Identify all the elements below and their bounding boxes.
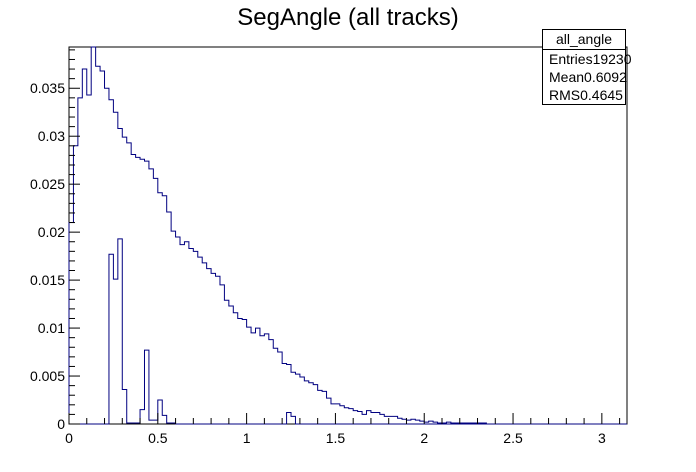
stats-rms-row: RMS 0.4645 bbox=[543, 86, 625, 104]
x-tick-label: 2.5 bbox=[503, 430, 523, 446]
stats-entries-value: 19230 bbox=[592, 51, 632, 67]
y-axis: 0 0.005 0.01 0.015 0.02 0.025 0.03 0.035 bbox=[30, 49, 80, 432]
x-tick-label: 2 bbox=[420, 430, 428, 446]
chart-title: SegAngle (all tracks) bbox=[237, 4, 459, 31]
stats-mean-label: Mean bbox=[549, 69, 585, 85]
stats-rms-label: RMS bbox=[549, 87, 581, 103]
x-tick-label: 0 bbox=[65, 430, 73, 446]
x-tick-label: 1.5 bbox=[326, 430, 346, 446]
y-tick-label: 0.005 bbox=[30, 368, 65, 384]
x-tick-label: 0.5 bbox=[148, 430, 168, 446]
y-tick-label: 0.025 bbox=[30, 176, 65, 192]
stats-entries-label: Entries bbox=[549, 51, 593, 67]
y-tick-label: 0 bbox=[57, 416, 65, 432]
stats-entries-row: Entries 19230 bbox=[543, 50, 632, 68]
y-tick-label: 0.02 bbox=[38, 224, 65, 240]
histogram-series-1 bbox=[68, 46, 627, 425]
stats-mean-row: Mean 0.6092 bbox=[543, 68, 627, 86]
y-tick-label: 0.035 bbox=[30, 80, 65, 96]
histogram-line-2 bbox=[69, 238, 620, 425]
x-axis: 0 0.5 1 1.5 2 2.5 3 bbox=[65, 413, 621, 446]
x-tick-label: 1 bbox=[243, 430, 251, 446]
y-tick-label: 0.01 bbox=[38, 320, 65, 336]
stats-box: all_angle Entries 19230 Mean 0.6092 RMS … bbox=[542, 29, 632, 105]
x-tick-label: 3 bbox=[598, 430, 606, 446]
stats-box-title: all_angle bbox=[543, 30, 625, 50]
y-tick-label: 0.03 bbox=[38, 128, 65, 144]
y-tick-label: 0.015 bbox=[30, 272, 65, 288]
stats-rms-value: 0.4645 bbox=[580, 87, 623, 103]
histogram-series-2 bbox=[69, 238, 620, 425]
histogram-line-1 bbox=[68, 46, 627, 425]
stats-mean-value: 0.6092 bbox=[584, 69, 627, 85]
